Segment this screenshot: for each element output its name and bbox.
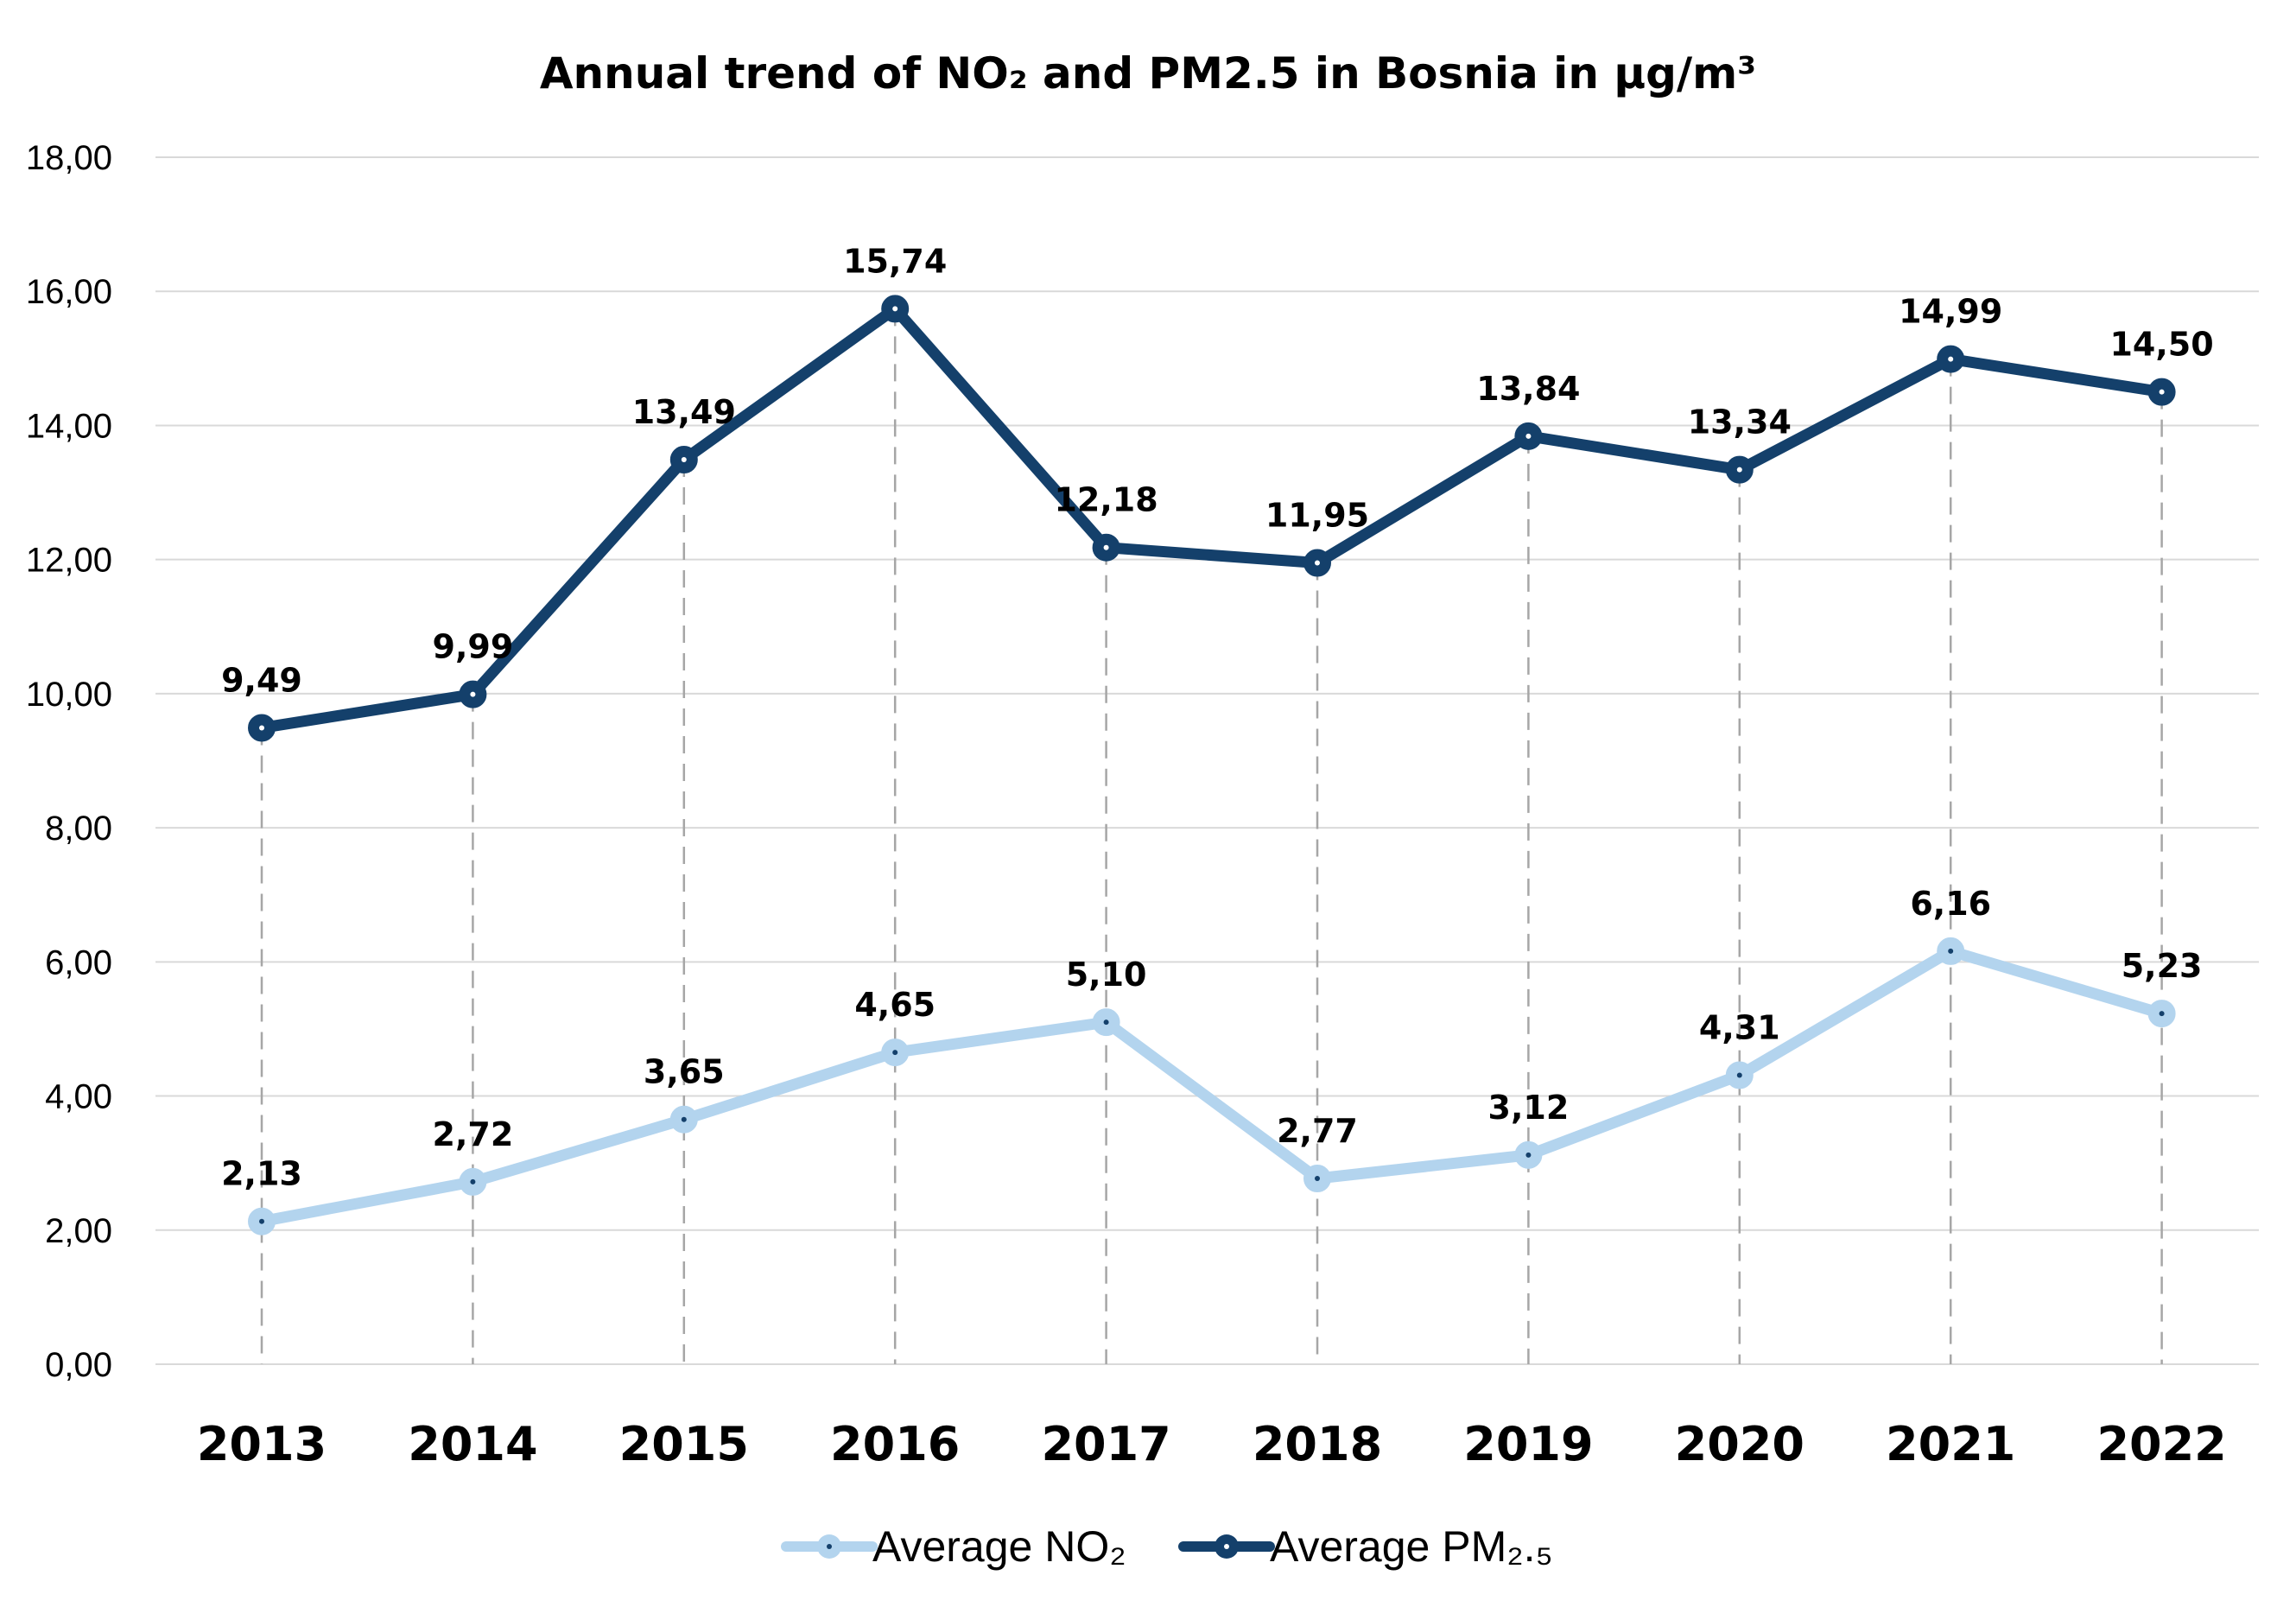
series-lines [248, 295, 2176, 1235]
legend-label: Average NO₂ [872, 1522, 1126, 1571]
y-tick-label: 4,00 [45, 1078, 112, 1116]
data-label: 11,95 [1265, 497, 1369, 535]
legend-label: Average PM₂.₅ [1270, 1522, 1553, 1571]
data-label: 5,10 [1066, 956, 1147, 994]
y-tick-label: 8,00 [45, 810, 112, 848]
data-point-center [470, 1178, 476, 1185]
data-label: 3,65 [644, 1053, 725, 1091]
data-point-center [1525, 433, 1532, 439]
data-point-center [470, 691, 476, 697]
x-tick-label: 2014 [408, 1417, 537, 1471]
series-line [256, 302, 2168, 734]
data-label: 15,74 [843, 242, 947, 280]
data-point-center [1948, 356, 1954, 362]
data-point-center [1315, 560, 1320, 566]
data-label: 9,49 [221, 661, 302, 699]
drop-lines [260, 308, 2163, 1364]
series-line [256, 945, 2168, 1228]
grid-lines [155, 156, 2259, 1365]
data-label: 2,72 [433, 1115, 514, 1153]
data-label: 2,13 [221, 1155, 302, 1193]
x-tick-label: 2016 [830, 1417, 960, 1471]
data-label: 4,31 [1699, 1008, 1780, 1046]
x-tick-label: 2018 [1253, 1417, 1382, 1471]
series-pm25 [248, 295, 2176, 742]
data-point-center [259, 1218, 264, 1224]
x-tick-label: 2022 [2096, 1417, 2226, 1471]
data-label: 14,50 [2109, 326, 2213, 364]
data-label: 6,16 [1910, 885, 1991, 923]
data-label: 5,23 [2122, 947, 2203, 985]
legend-marker-center [827, 1544, 832, 1549]
data-label: 13,34 [1688, 403, 1792, 441]
y-tick-label: 18,00 [26, 139, 112, 177]
y-tick-label: 0,00 [45, 1346, 112, 1384]
x-tick-label: 2019 [1463, 1417, 1593, 1471]
legend-item: Average PM₂.₅ [1178, 1522, 1553, 1571]
x-tick-label: 2017 [1041, 1417, 1170, 1471]
data-label: 4,65 [854, 986, 936, 1024]
data-point-center [259, 725, 264, 731]
data-point-center [2159, 389, 2165, 395]
y-tick-label: 16,00 [26, 273, 112, 311]
data-point-center [1315, 1176, 1320, 1182]
x-tick-label: 2021 [1886, 1417, 2015, 1471]
data-label: 12,18 [1054, 481, 1158, 519]
data-point-center [1525, 1152, 1532, 1158]
y-tick-label: 14,00 [26, 407, 112, 445]
data-label: 3,12 [1488, 1089, 1570, 1127]
data-label: 13,84 [1476, 370, 1580, 408]
y-tick-label: 6,00 [45, 943, 112, 981]
legend-marker-center [1224, 1544, 1229, 1549]
y-tick-label: 2,00 [45, 1212, 112, 1250]
data-point-center [1736, 1072, 1742, 1078]
x-tick-label: 2015 [619, 1417, 749, 1471]
y-tick-label: 12,00 [26, 542, 112, 580]
data-point-center [1103, 1019, 1109, 1026]
data-point-center [681, 1116, 687, 1122]
data-label: 14,99 [1899, 293, 2002, 331]
legend-item: Average NO₂ [781, 1522, 1126, 1571]
x-axis-ticks: 2013 2014 2015 2016 2017 2018 2019 2020 2021 2022 [197, 1417, 2227, 1471]
y-tick-label: 10,00 [26, 676, 112, 714]
data-point-center [1103, 544, 1109, 550]
series-no2 [248, 937, 2176, 1235]
y-axis-ticks: 0,00 2,00 4,00 6,00 8,00 10,00 12,00 14,00 16,00… [26, 139, 112, 1384]
legend: Average NO₂ Average PM₂.₅ [781, 1522, 1553, 1571]
data-label: 2,77 [1277, 1112, 1358, 1150]
data-point-center [1736, 467, 1742, 473]
chart-title: Annual trend of NO₂ and PM2.5 in Bosnia … [540, 48, 1756, 98]
x-tick-label: 2020 [1675, 1417, 1804, 1471]
data-point-center [892, 1050, 898, 1056]
data-point-center [2159, 1011, 2165, 1017]
data-point-center [1948, 948, 1954, 954]
x-tick-label: 2013 [197, 1417, 327, 1471]
data-point-center [681, 457, 687, 463]
data-labels: 2,13 2,72 3,65 4,65 5,10 2,77 3,12 4,31 6,16 5,23… [221, 242, 2214, 1192]
data-label: 13,49 [632, 393, 736, 431]
data-point-center [892, 306, 898, 312]
data-label: 9,99 [433, 628, 514, 666]
